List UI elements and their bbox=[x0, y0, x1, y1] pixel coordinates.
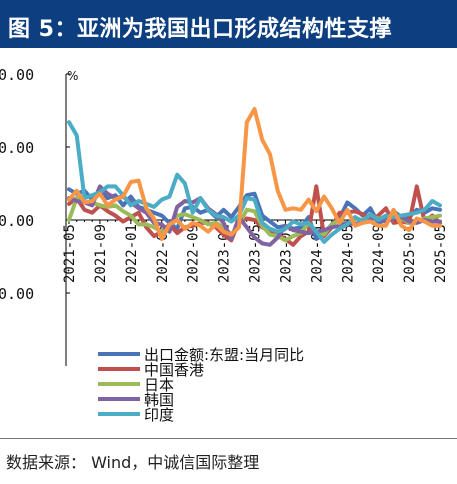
y-tick-label: 0.00 bbox=[0, 139, 34, 157]
y-axis: 0.00 0.00 0.00 0.00% bbox=[0, 66, 78, 366]
x-tick-label: 2024-09 bbox=[371, 224, 387, 283]
series-lines bbox=[67, 107, 442, 247]
legend-label-0: 出口金额:东盟:当月同比 bbox=[144, 346, 304, 364]
x-tick-label: 2025-05 bbox=[433, 224, 449, 283]
title-bar: 图 5：亚洲为我国出口形成结构性支撑 bbox=[0, 0, 457, 48]
y-tick-label: 0.00 bbox=[0, 285, 34, 303]
series-line-0 bbox=[67, 187, 442, 241]
x-axis: 2021-05 2021-09 2022-01 2022-05 2022-09 2023-… bbox=[62, 219, 449, 283]
x-tick-label: 2022-05 bbox=[155, 224, 171, 283]
source-note: 数据来源： Wind，中诚信国际整理 bbox=[6, 449, 259, 473]
legend-label-4: 印度 bbox=[144, 406, 174, 424]
legend-label-3: 韩国 bbox=[144, 391, 174, 409]
x-tick-label: 2021-05 bbox=[62, 224, 78, 283]
x-tick-label: 2022-01 bbox=[124, 224, 140, 283]
y-tick-label: 0.00 bbox=[0, 212, 34, 230]
x-tick-label: 2021-09 bbox=[93, 224, 109, 283]
series-line-5 bbox=[67, 107, 442, 241]
page-title: 图 5：亚洲为我国出口形成结构性支撑 bbox=[8, 17, 392, 42]
source-text: 数据来源： Wind，中诚信国际整理 bbox=[6, 453, 260, 472]
y-tick-label: 0.00 bbox=[0, 66, 34, 84]
line-chart: 0.000.000.000.00% 2021-05 2021-09 2022-01 2… bbox=[0, 66, 449, 424]
legend-label-1: 中国香港 bbox=[144, 361, 204, 379]
series-line-4 bbox=[67, 120, 442, 244]
legend-label-2: 日本 bbox=[144, 376, 174, 394]
x-tick-label: 2024-05 bbox=[340, 224, 356, 283]
x-tick-label: 2023-05 bbox=[248, 224, 264, 283]
x-tick-label: 2022-09 bbox=[186, 224, 202, 283]
x-tick-label: 2025-01 bbox=[402, 224, 418, 283]
source-divider bbox=[0, 438, 457, 439]
y-unit-label: % bbox=[67, 69, 78, 83]
